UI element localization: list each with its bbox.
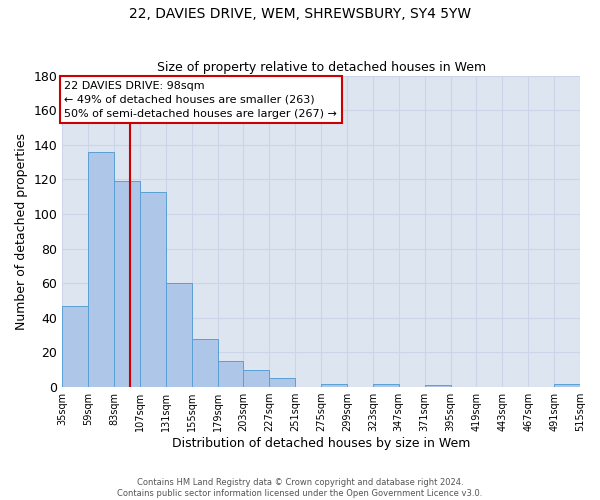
Bar: [218, 361, 244, 387]
Bar: [140, 192, 166, 387]
Y-axis label: Number of detached properties: Number of detached properties: [15, 133, 28, 330]
X-axis label: Distribution of detached houses by size in Wem: Distribution of detached houses by size …: [172, 437, 470, 450]
Bar: [114, 181, 140, 387]
Text: Contains HM Land Registry data © Crown copyright and database right 2024.
Contai: Contains HM Land Registry data © Crown c…: [118, 478, 482, 498]
Bar: [373, 384, 399, 387]
Bar: [269, 378, 295, 387]
Bar: [62, 306, 88, 387]
Bar: [554, 384, 580, 387]
Text: 22, DAVIES DRIVE, WEM, SHREWSBURY, SY4 5YW: 22, DAVIES DRIVE, WEM, SHREWSBURY, SY4 5…: [129, 8, 471, 22]
Bar: [425, 386, 451, 387]
Text: 22 DAVIES DRIVE: 98sqm
← 49% of detached houses are smaller (263)
50% of semi-de: 22 DAVIES DRIVE: 98sqm ← 49% of detached…: [64, 81, 337, 119]
Bar: [192, 338, 218, 387]
Bar: [321, 384, 347, 387]
Bar: [244, 370, 269, 387]
Title: Size of property relative to detached houses in Wem: Size of property relative to detached ho…: [157, 62, 486, 74]
Bar: [88, 152, 114, 387]
Bar: [166, 284, 192, 387]
